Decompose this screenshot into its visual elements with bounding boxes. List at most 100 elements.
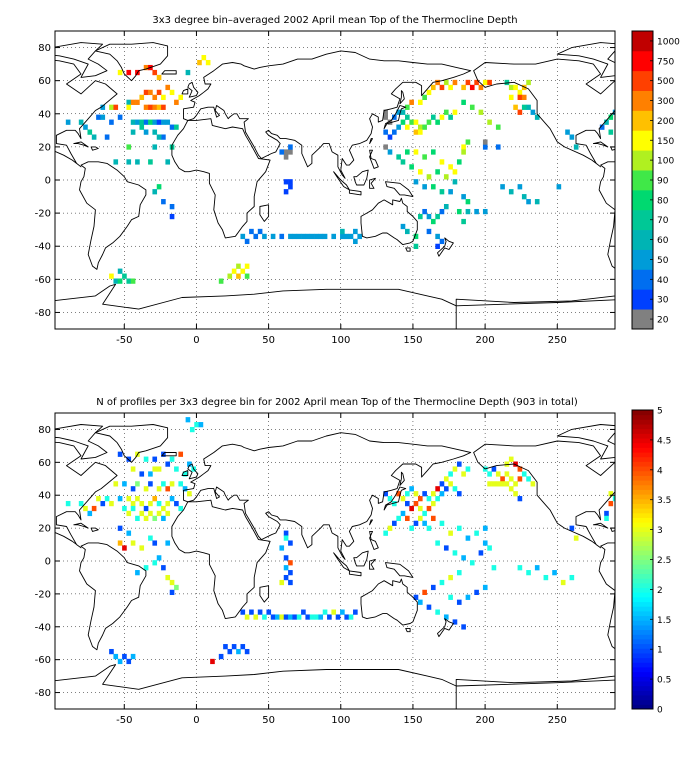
data-bin (439, 189, 445, 195)
colorbar-segment (632, 690, 653, 696)
data-bin (244, 648, 250, 655)
data-bin (521, 94, 527, 101)
colorbar-segment (632, 433, 653, 439)
data-bin (469, 104, 475, 110)
colorbar-label: 70 (657, 216, 669, 226)
colorbar-label: 200 (657, 117, 674, 127)
colorbar-segment (632, 428, 653, 434)
colorbar-segment (632, 540, 653, 546)
data-bin (169, 579, 175, 586)
colorbar-segment (632, 150, 653, 171)
coastline (55, 664, 615, 690)
data-bin (534, 199, 540, 205)
data-bin (161, 134, 166, 140)
data-bin (122, 481, 127, 487)
data-bin (143, 515, 149, 522)
data-bin (487, 545, 492, 551)
y-tick-label: 40 (38, 491, 51, 502)
data-bin (65, 119, 71, 125)
coastline (385, 562, 414, 578)
data-bin (417, 129, 423, 135)
colorbar-label: 60 (657, 236, 669, 246)
colorbar-segment (632, 596, 653, 603)
data-bin (314, 233, 319, 240)
data-bin (504, 471, 510, 477)
data-bin (448, 84, 453, 91)
y-tick-label: -40 (35, 242, 51, 253)
data-bin (139, 545, 145, 551)
coastline (692, 119, 696, 238)
data-bin (253, 614, 259, 620)
data-bin (487, 79, 492, 86)
data-bin (430, 218, 436, 225)
data-bin (96, 114, 101, 120)
y-tick-label: 60 (38, 76, 51, 87)
data-bin (452, 109, 458, 115)
data-bin (482, 540, 488, 546)
depth-panel: 3x3 degree bin–averaged 2002 April mean … (35, 15, 696, 346)
data-bin (521, 194, 527, 200)
data-bin (135, 119, 140, 125)
data-bin (91, 505, 97, 512)
data-bin (426, 525, 432, 531)
data-bin (417, 99, 423, 105)
data-bin (521, 104, 527, 110)
data-bin (353, 228, 358, 235)
data-bin (409, 486, 414, 492)
data-bin (417, 496, 423, 502)
data-bin (474, 79, 479, 86)
profiles-colorbar: 0 0.5 1 1.5 2 2.5 3 3.5 4 4.5 5 (631, 407, 671, 716)
data-bin (283, 565, 289, 571)
coastline (55, 60, 118, 168)
data-bin (413, 594, 419, 600)
data-bin (178, 481, 184, 487)
colorbar-segment (632, 652, 653, 659)
coastline (681, 453, 695, 456)
data-bin (513, 481, 518, 487)
data-bin (413, 179, 419, 185)
data-bin (113, 278, 119, 284)
colorbar-label: 2 (657, 586, 663, 596)
data-bin (100, 114, 106, 120)
colorbar-segment (632, 573, 653, 579)
depth-chart-title: 3x3 degree bin–averaged 2002 April mean … (152, 15, 517, 26)
data-bin (599, 124, 605, 130)
colorbar-segment (632, 508, 653, 514)
y-tick-label: 80 (38, 43, 51, 54)
data-bin (236, 273, 241, 279)
data-bin (448, 114, 453, 120)
data-bin (491, 565, 497, 571)
data-bin (152, 466, 158, 472)
data-bin (126, 104, 132, 110)
data-bin (126, 456, 132, 462)
data-bin (448, 164, 453, 170)
data-bin (126, 144, 132, 150)
data-bin (139, 119, 145, 125)
data-bin (465, 466, 471, 472)
data-bin (387, 119, 393, 125)
data-bin (187, 461, 192, 467)
data-bin (288, 540, 293, 546)
coastlines (55, 42, 696, 329)
colorbar-segment (632, 110, 653, 131)
data-bin (283, 614, 289, 620)
data-bin (169, 496, 175, 502)
data-bin (135, 496, 140, 502)
x-tick-label: 50 (262, 715, 275, 726)
data-bin (279, 614, 285, 620)
colorbar-segment (632, 484, 653, 490)
data-bin (236, 648, 241, 655)
data-bin (152, 515, 158, 522)
coastline (556, 424, 615, 460)
data-bin (426, 496, 432, 502)
data-bin (161, 104, 166, 110)
data-bin (482, 208, 488, 215)
coastline (610, 527, 615, 532)
data-bin (422, 124, 427, 130)
data-bin (439, 208, 445, 215)
data-bin (435, 213, 440, 220)
data-bin (504, 461, 510, 467)
colorbar-label: 500 (657, 77, 674, 87)
colorbar-segment (632, 610, 653, 617)
